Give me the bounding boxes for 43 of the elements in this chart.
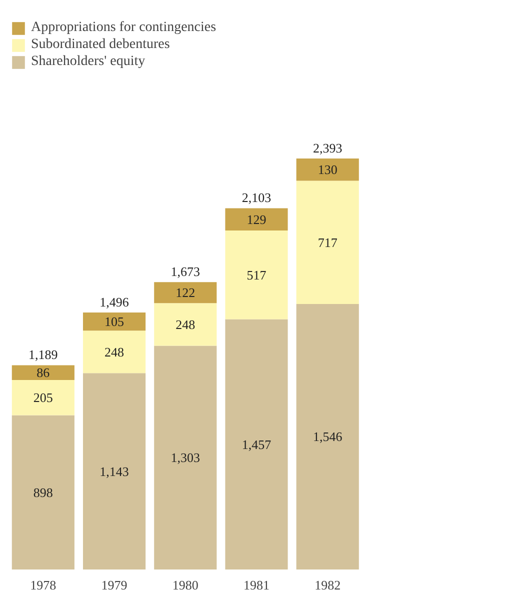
x-tick-label: 1981: [244, 578, 270, 592]
bar: [12, 415, 74, 570]
total-label: 2,393: [312, 140, 342, 156]
bar: [82, 330, 146, 374]
x-tick-label: 1982: [314, 578, 341, 592]
data-label: 105: [104, 314, 124, 330]
data-label: 1,143: [100, 464, 129, 479]
data-label: 129: [246, 212, 266, 227]
data-label: 86: [36, 365, 50, 380]
data-label: 130: [318, 162, 338, 178]
total-label: 1,673: [170, 264, 200, 279]
bar: [225, 319, 288, 570]
legend-label: Subordinated debentures: [31, 37, 170, 53]
data-label: 898: [33, 484, 53, 500]
x-tick-label: 1980: [172, 578, 198, 592]
bar: [296, 180, 359, 304]
x-tick-label: 1978: [30, 578, 56, 592]
data-label: 717: [318, 234, 338, 250]
data-label: 517: [246, 267, 267, 282]
bar: [225, 230, 288, 320]
legend-label: Shareholders' equity: [31, 54, 146, 70]
data-label: 122: [176, 285, 196, 300]
bar: [154, 282, 217, 304]
total-label: 1,496: [100, 294, 130, 310]
bar: [82, 373, 146, 570]
data-label: 248: [176, 316, 196, 332]
x-tick-label: 1979: [101, 578, 128, 592]
data-label: 205: [33, 390, 53, 406]
bar: [12, 365, 74, 380]
data-label: 1,303: [170, 450, 200, 466]
bar: [12, 380, 74, 416]
data-label: 1,546: [312, 429, 343, 444]
bar: [154, 346, 217, 570]
total-label: 2,103: [242, 190, 272, 206]
data-label: 248: [104, 344, 124, 360]
data-label: 1,457: [242, 436, 272, 452]
bar: [82, 312, 146, 331]
bar: [296, 304, 359, 570]
bar: [154, 303, 217, 346]
bar: [225, 208, 288, 230]
total-label: 1,189: [28, 347, 58, 362]
bar: [296, 158, 359, 181]
legend-label: Appropriations for contingencies: [31, 20, 216, 36]
